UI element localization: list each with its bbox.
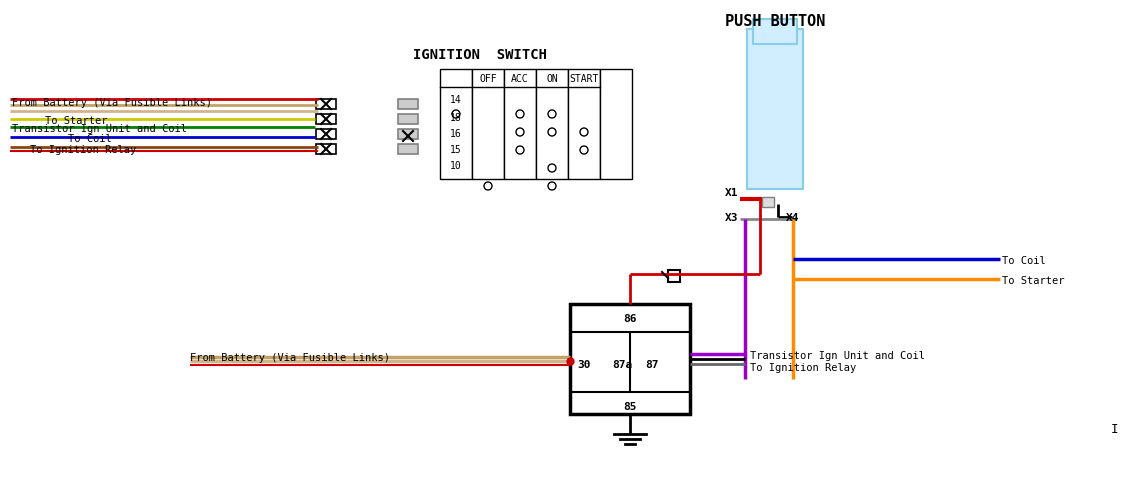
Text: To Ignition Relay: To Ignition Relay	[30, 145, 136, 155]
Bar	[398, 100, 418, 110]
Bar	[570, 305, 690, 414]
Text: OFF: OFF	[479, 74, 497, 84]
Bar	[439, 70, 472, 180]
Text: Transistor Ign Unit and Coil: Transistor Ign Unit and Coil	[750, 350, 925, 360]
Bar	[668, 271, 680, 283]
Bar	[747, 30, 803, 189]
Text: X4: X4	[786, 212, 799, 222]
Text: From Battery (Via Fusible Links): From Battery (Via Fusible Links)	[190, 352, 390, 362]
Text: X1: X1	[725, 188, 738, 197]
Text: 30: 30	[578, 359, 591, 369]
Text: 15: 15	[450, 145, 462, 155]
Text: 14: 14	[450, 95, 462, 105]
Text: PUSH BUTTON: PUSH BUTTON	[725, 15, 825, 30]
Text: To Ignition Relay: To Ignition Relay	[750, 362, 856, 372]
Text: To Coil: To Coil	[1001, 256, 1045, 266]
Bar	[316, 130, 336, 140]
Bar	[762, 197, 774, 207]
Text: 86: 86	[623, 313, 637, 323]
Bar	[504, 70, 536, 180]
Text: ON: ON	[546, 74, 558, 84]
Text: 10: 10	[450, 161, 462, 171]
Text: Transistor Ign Unit and Coil: Transistor Ign Unit and Coil	[12, 124, 187, 134]
Bar	[568, 70, 600, 180]
Text: 16: 16	[450, 129, 462, 139]
Bar	[398, 115, 418, 125]
Text: 87: 87	[645, 359, 659, 369]
Text: I: I	[1112, 423, 1118, 436]
Text: 85: 85	[623, 401, 637, 411]
Text: START: START	[570, 74, 599, 84]
Text: To Starter: To Starter	[45, 116, 108, 126]
Bar	[600, 70, 632, 180]
Text: To Starter: To Starter	[1001, 276, 1064, 286]
Bar	[753, 20, 797, 45]
Text: 87a: 87a	[611, 359, 632, 369]
Bar	[472, 70, 504, 180]
Text: ACC: ACC	[511, 74, 528, 84]
Text: From Battery (Via Fusible Links): From Battery (Via Fusible Links)	[12, 98, 212, 108]
Text: 18: 18	[450, 113, 462, 123]
Bar	[398, 130, 418, 140]
Text: X3: X3	[725, 212, 738, 222]
Bar	[316, 115, 336, 125]
Bar	[316, 100, 336, 110]
Bar	[398, 145, 418, 155]
Bar	[536, 70, 568, 180]
Text: IGNITION  SWITCH: IGNITION SWITCH	[413, 48, 547, 62]
Text: To Coil: To Coil	[67, 134, 111, 144]
Bar	[316, 145, 336, 155]
